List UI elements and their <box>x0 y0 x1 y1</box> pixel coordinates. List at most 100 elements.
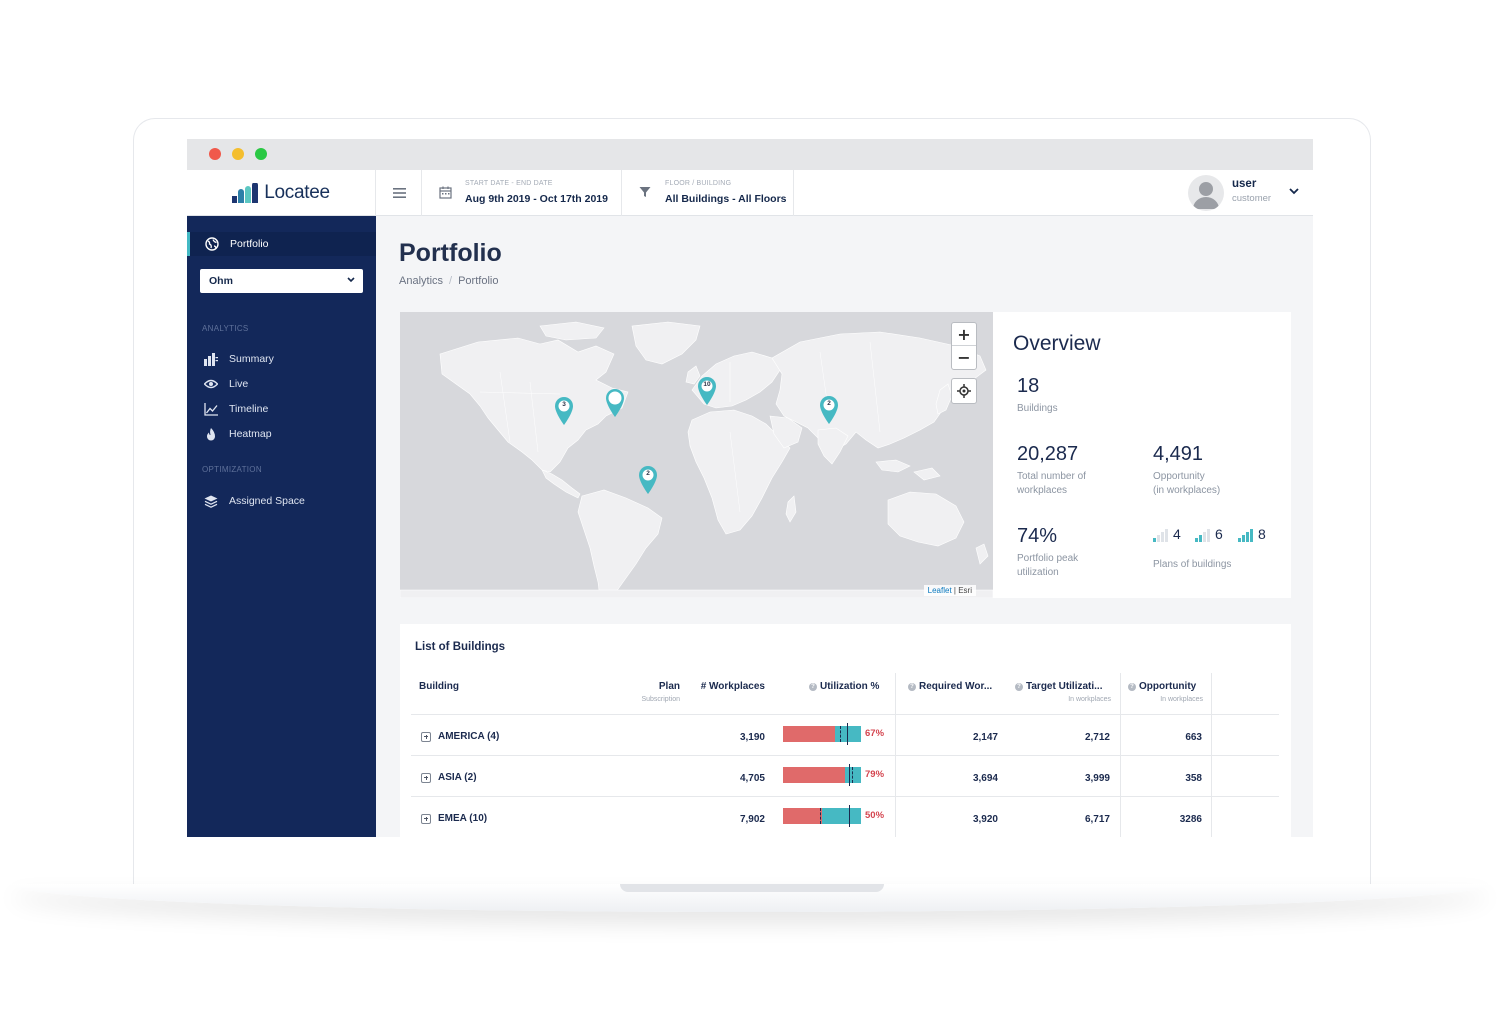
col-target[interactable]: ? Target Utilizati... <box>1015 681 1103 692</box>
sidebar-item-label: Heatmap <box>229 428 272 440</box>
col-workplaces[interactable]: # Workplaces <box>700 681 765 692</box>
row-target: 3,999 <box>1084 773 1110 784</box>
utilization-marker <box>849 805 850 827</box>
close-window-button[interactable] <box>209 148 221 160</box>
buildings-label: Buildings <box>1017 403 1058 414</box>
sidebar-item-label: Summary <box>229 353 274 365</box>
workplaces-label-line1: Total number of <box>1017 471 1086 482</box>
map-marker-south-america[interactable]: 2 <box>638 465 658 495</box>
sidebar-item-label: Assigned Space <box>229 495 305 507</box>
row-expand-toggle[interactable]: ASIA (2) <box>421 772 477 783</box>
layers-icon <box>204 495 218 508</box>
row-expand-toggle[interactable]: EMEA (10) <box>421 813 487 824</box>
portfolio-select[interactable]: Ohm <box>200 269 363 293</box>
utilization-marker <box>849 764 850 786</box>
plus-square-icon <box>421 813 431 824</box>
date-filter-label: START DATE - END DATE <box>465 180 553 187</box>
help-icon: ? <box>908 683 916 691</box>
minimize-window-button[interactable] <box>232 148 244 160</box>
map-marker-europe[interactable]: 10 <box>697 376 717 406</box>
breadcrumb: Analytics / Portfolio <box>399 275 499 287</box>
sidebar-section-optimization: OPTIMIZATION <box>202 465 262 474</box>
flame-icon <box>207 427 215 440</box>
col-plan[interactable]: Plan <box>658 681 680 692</box>
sidebar-item-portfolio[interactable]: Portfolio <box>187 232 376 256</box>
utilization-bar-fill <box>783 726 836 742</box>
maximize-window-button[interactable] <box>255 148 267 160</box>
row-divider <box>411 755 1279 756</box>
plan-standard-count: 6 <box>1215 526 1223 542</box>
row-expand-toggle[interactable]: AMERICA (4) <box>421 731 499 742</box>
col-opportunity-label: Opportunity <box>1139 681 1197 692</box>
leaflet-link[interactable]: Leaflet <box>927 586 952 595</box>
row-divider <box>411 796 1279 797</box>
floor-building-filter[interactable]: FLOOR / BUILDING All Buildings - All Flo… <box>623 170 794 216</box>
sidebar-item-assigned-space[interactable]: Assigned Space <box>187 490 376 512</box>
row-workplaces: 4,705 <box>739 773 765 784</box>
buildings-table-card: List of Buildings Building Plan Subscrip… <box>400 624 1291 837</box>
col-utilization[interactable]: ? Utilization % <box>809 681 879 692</box>
menu-toggle-button[interactable] <box>377 170 422 216</box>
sidebar-item-summary[interactable]: Summary <box>187 348 376 370</box>
col-required[interactable]: ? Required Wor... <box>908 681 992 692</box>
utilization-percent: 79% <box>865 769 885 780</box>
col-required-label: Required Wor... <box>919 681 993 692</box>
map-pin-icon <box>698 377 716 405</box>
world-map-land <box>400 321 993 598</box>
opportunity-count: 4,491 <box>1153 443 1204 465</box>
col-target-sub: In workplaces <box>1068 696 1111 703</box>
overview-panel: Overview 18 Buildings 20,287 Total numbe… <box>993 312 1291 598</box>
zoom-out-button[interactable]: − <box>957 348 971 367</box>
calendar-icon <box>439 186 452 199</box>
utilization-bar <box>783 805 861 827</box>
map-marker-us-west[interactable]: 3 <box>554 396 574 426</box>
utilization-marker <box>847 723 848 745</box>
signal-1-icon <box>1153 529 1168 542</box>
brand-logo[interactable]: Locatee <box>187 170 376 216</box>
line-chart-icon <box>204 402 218 416</box>
floor-filter-value: All Buildings - All Floors <box>665 193 787 205</box>
world-map[interactable]: 3 10 2 2 + − <box>400 312 993 598</box>
locate-button[interactable] <box>951 378 977 404</box>
browser-window: Locatee START DATE - END DATE Aug 9th 20… <box>187 139 1313 837</box>
map-marker-east-asia[interactable]: 2 <box>819 395 839 425</box>
hamburger-icon <box>392 188 406 198</box>
map-zoom-control: + − <box>951 322 977 370</box>
utilization-target-marker <box>840 726 841 742</box>
chevron-down-icon <box>347 277 355 283</box>
date-filter-value: Aug 9th 2019 - Oct 17th 2019 <box>465 193 608 205</box>
breadcrumb-analytics[interactable]: Analytics <box>399 275 444 287</box>
col-building[interactable]: Building <box>419 681 459 692</box>
utilization-target-marker <box>820 808 821 824</box>
buildings-count: 18 <box>1017 375 1040 397</box>
row-building-name: AMERICA (4) <box>438 731 500 742</box>
user-role: customer <box>1232 193 1272 204</box>
utilization-bar-fill <box>783 767 845 783</box>
eye-icon <box>204 379 218 389</box>
sidebar-item-timeline[interactable]: Timeline <box>187 398 376 420</box>
sidebar-item-live[interactable]: Live <box>187 373 376 395</box>
map-pin-icon <box>555 397 573 425</box>
utilization-percent: 67% <box>865 728 885 739</box>
user-menu[interactable]: user customer <box>1185 170 1313 216</box>
zoom-in-button[interactable]: + <box>952 323 976 346</box>
map-marker-us-east[interactable] <box>605 388 625 418</box>
sidebar-item-heatmap[interactable]: Heatmap <box>187 423 376 445</box>
attribution-source: Esri <box>958 586 972 595</box>
globe-icon <box>205 237 219 251</box>
col-opportunity[interactable]: ? Opportunity <box>1128 681 1196 692</box>
user-avatar-icon <box>1193 182 1219 209</box>
help-icon: ? <box>809 683 817 691</box>
sidebar-item-label: Timeline <box>229 403 269 415</box>
locatee-logo-icon <box>232 183 259 203</box>
signal-3-icon <box>1238 529 1253 542</box>
row-building-name: ASIA (2) <box>438 772 477 783</box>
map-pin-icon <box>606 389 624 417</box>
row-opportunity: 358 <box>1185 773 1202 784</box>
sidebar-section-analytics: ANALYTICS <box>202 324 249 333</box>
date-range-filter[interactable]: START DATE - END DATE Aug 9th 2019 - Oct… <box>423 170 622 216</box>
map-marker-count: 3 <box>562 401 566 408</box>
opportunity-label-line1: Opportunity <box>1153 471 1205 482</box>
overview-title: Overview <box>1013 332 1101 355</box>
plan-standard: 6 <box>1195 526 1223 542</box>
